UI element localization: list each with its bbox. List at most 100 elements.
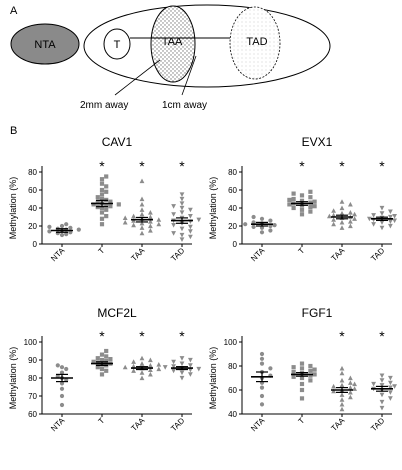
- data-point-t: [299, 198, 305, 203]
- data-point-t: [104, 207, 109, 212]
- data-point-taa: [131, 222, 136, 228]
- data-point-t: [308, 378, 313, 383]
- data-point-taa: [156, 362, 162, 367]
- data-point-t: [308, 209, 313, 214]
- significance-star: *: [379, 158, 385, 174]
- significance-star: *: [379, 328, 385, 344]
- y-axis-label: Methylation (%): [8, 347, 18, 410]
- data-point-tad: [179, 205, 185, 211]
- data-point-taa: [139, 361, 145, 366]
- y-tick-label: 90: [28, 356, 37, 365]
- data-point-tad: [171, 231, 176, 236]
- x-tick-label: T: [297, 416, 307, 426]
- x-tick-label: NTA: [249, 416, 267, 434]
- data-point-t: [108, 204, 113, 209]
- data-point-tad: [188, 229, 193, 234]
- data-point-taa: [139, 230, 145, 236]
- data-point-t: [308, 373, 313, 378]
- data-point-t: [99, 222, 105, 227]
- data-point-taa: [331, 217, 336, 222]
- data-point-taa: [339, 382, 345, 388]
- data-point-nta: [64, 232, 69, 237]
- data-point-tad: [162, 365, 168, 370]
- y-tick-label: 60: [228, 386, 237, 395]
- data-point-nta: [76, 227, 81, 232]
- data-point-taa: [148, 367, 153, 372]
- data-point-t: [99, 187, 105, 193]
- y-tick-label: 60: [28, 410, 37, 419]
- significance-star: *: [179, 158, 185, 174]
- data-point-taa: [339, 199, 345, 204]
- panel-b-label: B: [10, 125, 17, 137]
- data-point-t: [95, 365, 100, 370]
- data-point-taa: [148, 219, 153, 224]
- data-point-tad: [388, 390, 393, 395]
- data-point-t: [99, 196, 105, 202]
- data-point-tad: [392, 214, 397, 219]
- chart-fgf1: FGF1 Methylation (%) 40 60 80 100 NTA T TAA * TAD *: [208, 306, 397, 433]
- data-point-taa: [352, 216, 357, 221]
- data-point-nta: [272, 223, 277, 228]
- data-point-nta: [59, 365, 65, 370]
- data-point-nta: [259, 402, 265, 407]
- significance-star: *: [99, 328, 105, 344]
- data-point-taa: [156, 217, 162, 222]
- significance-star: *: [139, 328, 145, 344]
- x-tick-label: TAD: [369, 246, 386, 263]
- data-point-nta: [59, 393, 65, 399]
- data-point-nta: [59, 381, 65, 386]
- data-point-nta: [47, 229, 52, 234]
- pointer-far: [181, 55, 197, 96]
- tad-ellipse: [229, 6, 281, 80]
- data-point-t: [291, 374, 296, 379]
- data-point-tad: [388, 209, 393, 215]
- data-point-tad: [188, 367, 193, 373]
- data-point-taa: [339, 392, 345, 397]
- taa-label: TAA: [162, 36, 183, 48]
- data-point-taa: [139, 370, 145, 375]
- y-tick-label: 20: [28, 222, 37, 231]
- data-point-taa: [348, 201, 353, 207]
- y-tick-label: 80: [228, 362, 237, 371]
- data-point-t: [312, 367, 317, 372]
- data-point-tad: [179, 237, 185, 242]
- data-point-nta: [47, 224, 52, 229]
- data-point-tad: [388, 375, 393, 381]
- significance-star: *: [139, 158, 145, 174]
- data-point-t: [104, 214, 109, 219]
- data-point-t: [104, 354, 109, 359]
- data-point-nta: [243, 222, 248, 227]
- data-point-tad: [179, 196, 185, 202]
- y-tick-label: 100: [24, 338, 38, 347]
- y-tick-label: 40: [28, 204, 37, 213]
- x-tick-label: TAA: [329, 416, 346, 433]
- data-point-t: [104, 174, 109, 179]
- data-point-tad: [188, 224, 193, 230]
- data-point-t: [291, 369, 296, 375]
- data-point-tad: [371, 381, 376, 387]
- data-point-nta: [59, 402, 65, 408]
- data-point-taa: [122, 215, 128, 220]
- data-point-tad: [179, 375, 185, 381]
- data-point-tad: [379, 392, 385, 398]
- data-point-nta: [259, 351, 265, 357]
- data-point-tad: [379, 205, 385, 211]
- data-point-t: [291, 365, 296, 370]
- data-point-taa: [148, 228, 153, 233]
- data-point-nta: [251, 224, 256, 229]
- data-point-t: [308, 195, 313, 200]
- x-tick-label: T: [97, 246, 107, 256]
- data-point-nta: [59, 223, 65, 229]
- data-point-nta: [268, 218, 273, 223]
- data-point-taa: [139, 207, 145, 212]
- data-point-taa: [148, 223, 153, 229]
- data-point-tad: [371, 222, 376, 227]
- x-tick-label: TAA: [129, 416, 146, 433]
- data-point-taa: [348, 210, 353, 215]
- data-point-t: [99, 372, 105, 377]
- data-point-nta: [259, 393, 265, 399]
- data-point-taa: [139, 211, 145, 217]
- x-tick-label: TAA: [129, 246, 146, 263]
- data-point-nta: [259, 356, 265, 361]
